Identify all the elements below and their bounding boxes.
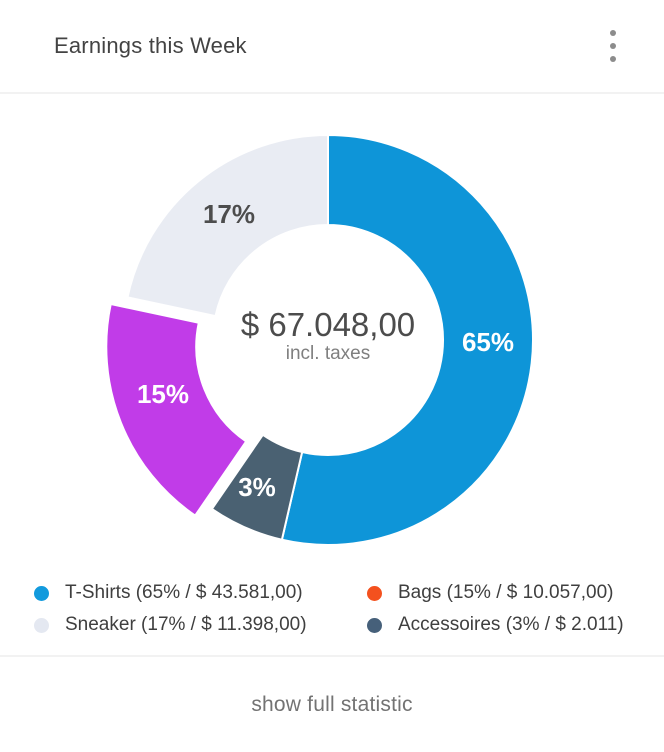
kebab-menu-icon [610, 56, 616, 62]
donut-chart: 65% 3% 15% 17% $ 67.048,00 incl. taxes [0, 96, 664, 566]
legend-label: T-Shirts (65% / $ 43.581,00) [65, 582, 303, 603]
legend-dot-icon [34, 585, 49, 601]
slice-percent-label-bags: 15% [137, 379, 189, 409]
kebab-menu-icon [610, 43, 616, 49]
legend-label: Accessoires (3% / $ 2.011) [398, 614, 624, 635]
donut-slice-accessoires[interactable] [210, 433, 304, 541]
legend-dot-icon [34, 617, 49, 633]
show-full-statistic-button[interactable]: show full statistic [245, 692, 418, 718]
legend-item-accessoires[interactable]: Accessoires (3% / $ 2.011) [367, 613, 664, 637]
card-footer: show full statistic [0, 655, 664, 752]
donut-chart-svg: 65% 3% 15% 17% $ 67.048,00 incl. taxes [105, 133, 534, 546]
donut-slice-sneaker[interactable] [126, 133, 329, 318]
slice-percent-label-accessoires: 3% [238, 472, 276, 502]
more-options-button[interactable] [602, 24, 624, 68]
card-header: Earnings this Week [0, 0, 664, 94]
legend-dot-icon [367, 585, 382, 601]
card-title: Earnings this Week [54, 33, 247, 58]
legend-label: Sneaker (17% / $ 11.398,00) [65, 614, 307, 635]
legend-item-sneaker[interactable]: Sneaker (17% / $ 11.398,00) [34, 613, 367, 637]
donut-slice-t-shirts[interactable] [280, 133, 534, 546]
donut-slice-bags[interactable] [105, 302, 248, 518]
slice-percent-label-sneaker: 17% [203, 199, 255, 229]
legend-dot-icon [367, 617, 382, 633]
legend-item-t-shirts[interactable]: T-Shirts (65% / $ 43.581,00) [34, 581, 367, 605]
kebab-menu-icon [610, 30, 616, 36]
legend-item-bags[interactable]: Bags (15% / $ 10.057,00) [367, 581, 664, 605]
center-total-amount: $ 67.048,00 [241, 306, 415, 343]
legend-label: Bags (15% / $ 10.057,00) [398, 582, 614, 603]
center-subtitle: incl. taxes [286, 343, 370, 364]
chart-legend: T-Shirts (65% / $ 43.581,00) Bags (15% / … [34, 581, 664, 637]
slice-percent-label-t-shirts: 65% [462, 327, 514, 357]
